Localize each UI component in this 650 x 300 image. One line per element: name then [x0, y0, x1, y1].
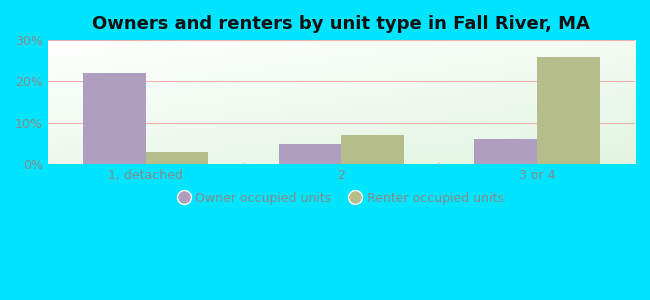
Bar [279, 143, 341, 164]
Bar [146, 152, 208, 164]
Bar [83, 73, 146, 164]
Bar [474, 140, 537, 164]
Bar [537, 57, 600, 164]
Legend: Owner occupied units, Renter occupied units: Owner occupied units, Renter occupied un… [174, 187, 508, 210]
Title: Owners and renters by unit type in Fall River, MA: Owners and renters by unit type in Fall … [92, 15, 590, 33]
Bar [341, 135, 404, 164]
